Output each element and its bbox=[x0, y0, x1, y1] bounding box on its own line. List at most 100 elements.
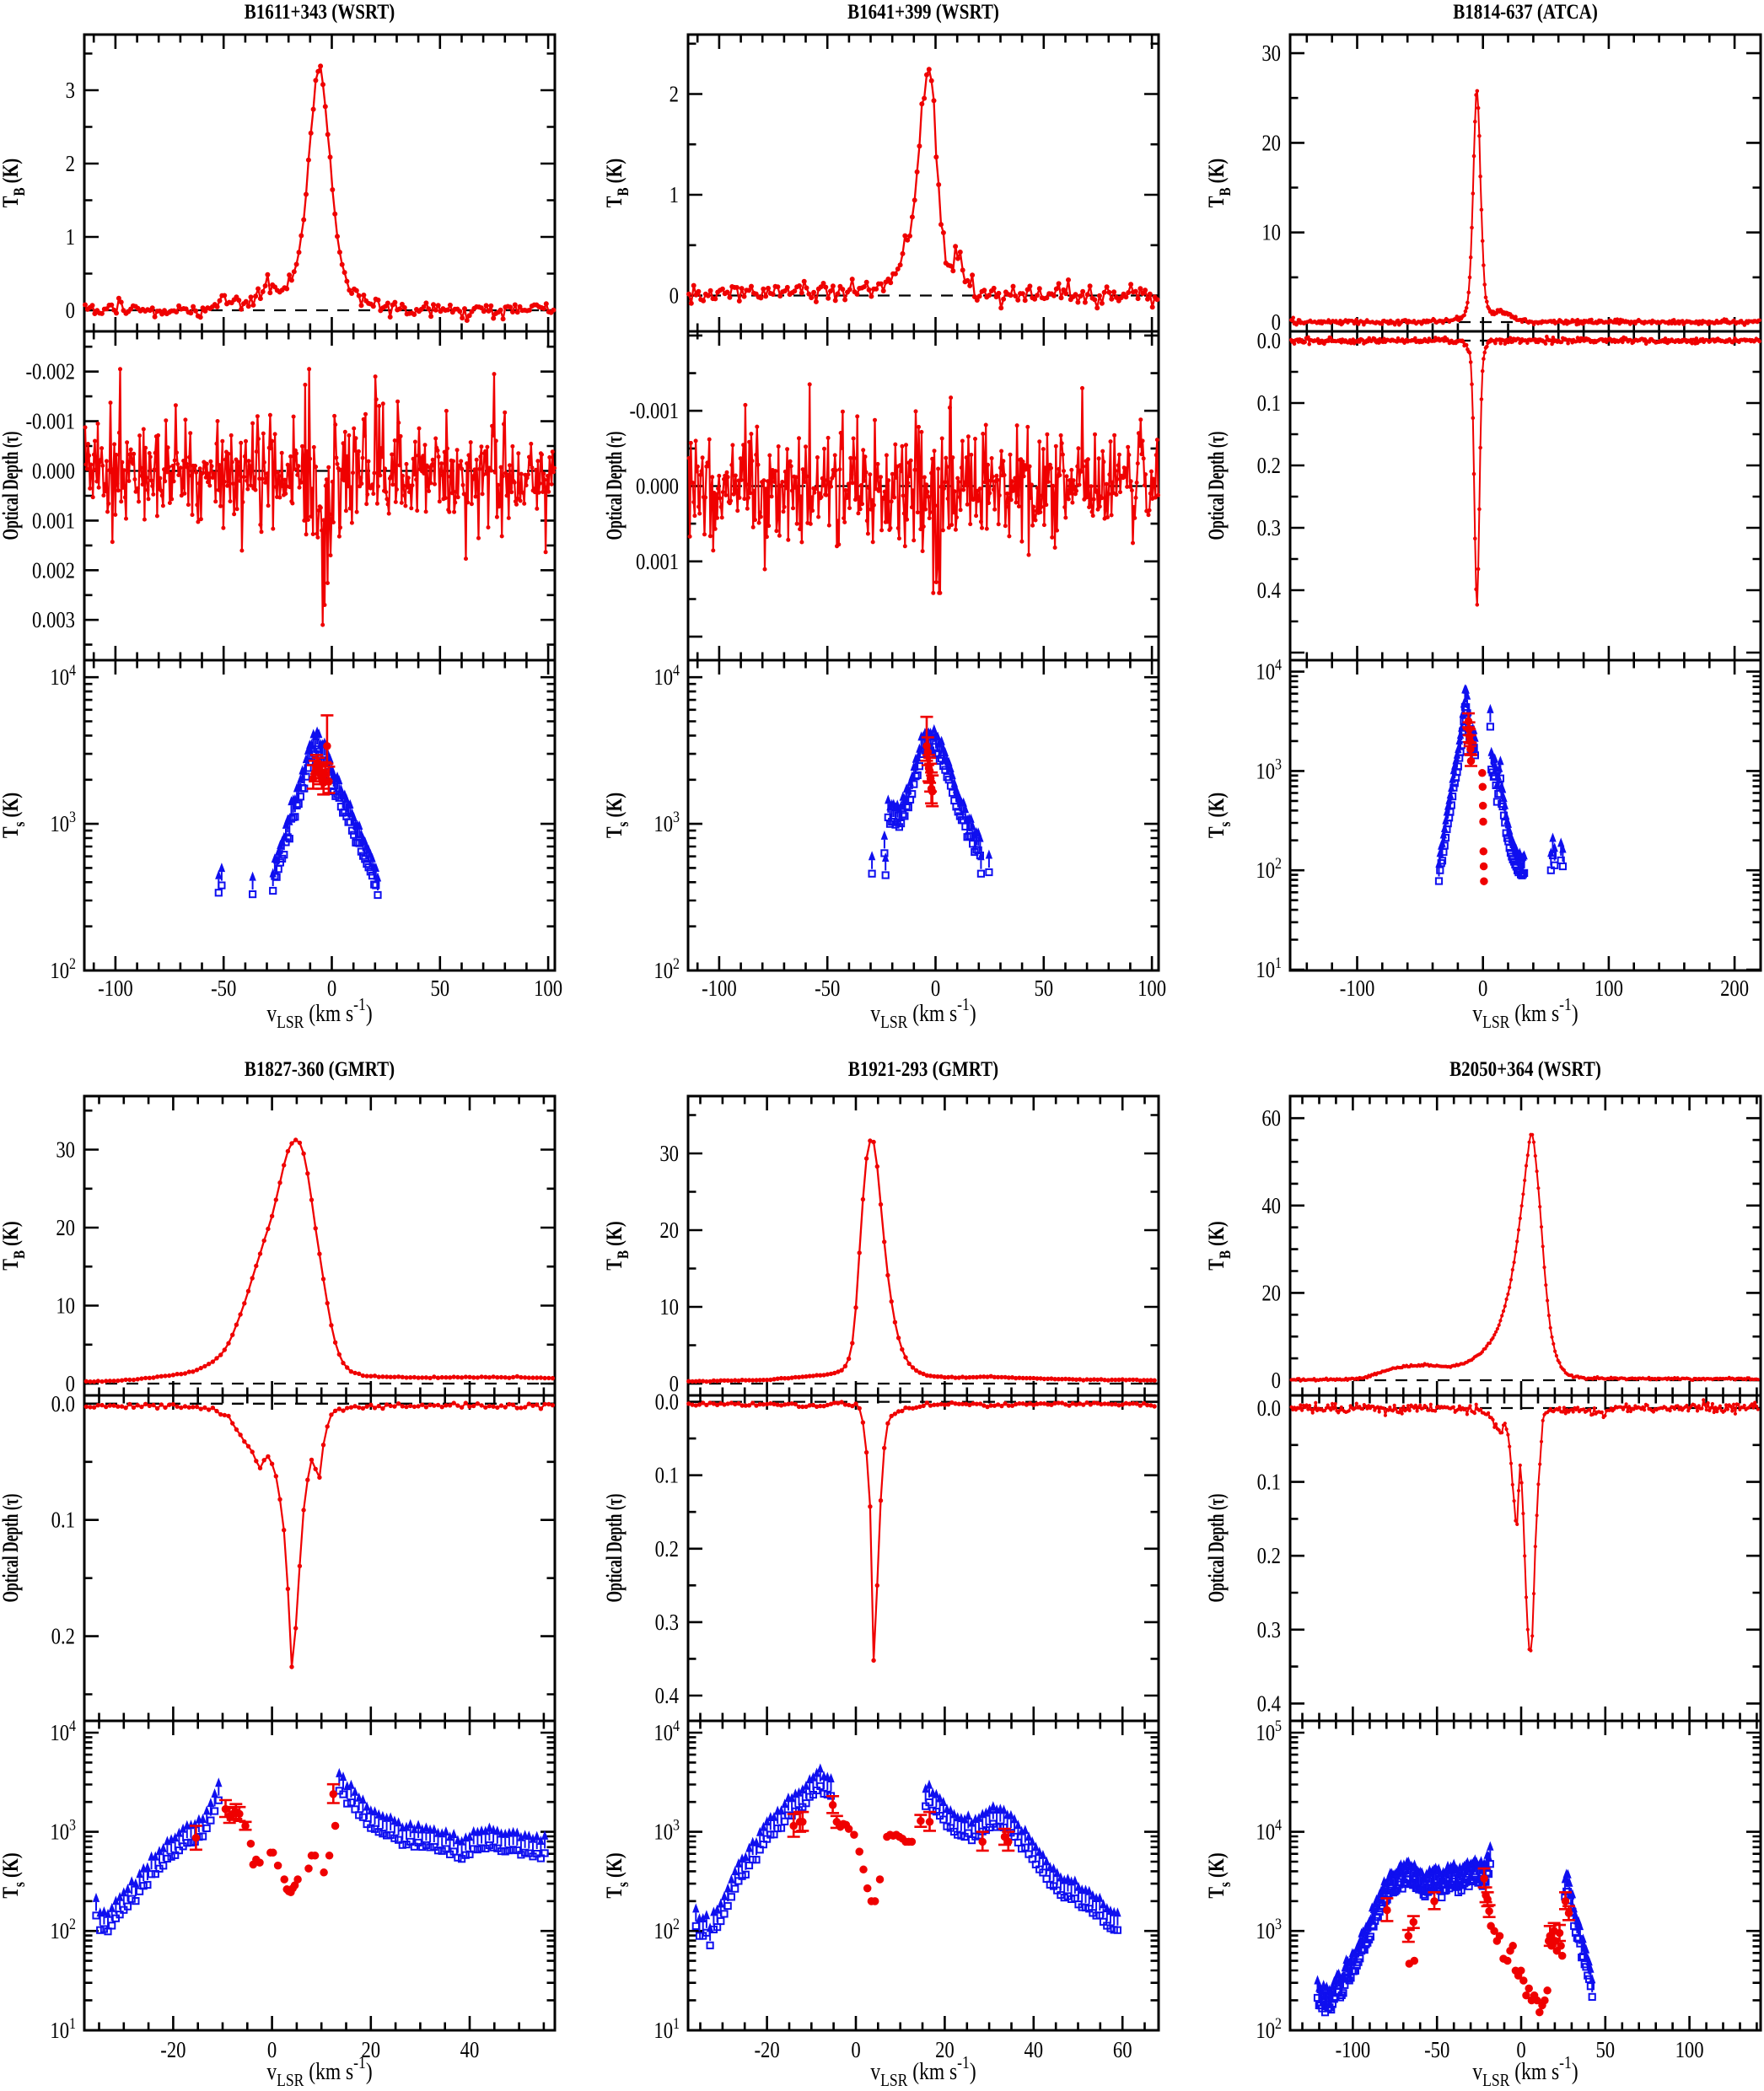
svg-text:20: 20 bbox=[1261, 1282, 1281, 1306]
svg-text:TB (K): TB (K) bbox=[603, 159, 632, 207]
svg-text:0: 0 bbox=[670, 1372, 679, 1396]
svg-text:102: 102 bbox=[1256, 2013, 1282, 2043]
svg-text:40: 40 bbox=[1261, 1194, 1281, 1218]
svg-text:-50: -50 bbox=[815, 976, 840, 1001]
svg-text:103: 103 bbox=[653, 808, 680, 837]
svg-text:0.1: 0.1 bbox=[1257, 1470, 1281, 1495]
svg-text:100: 100 bbox=[1137, 976, 1166, 1001]
svg-text:102: 102 bbox=[653, 954, 680, 984]
svg-text:TB (K): TB (K) bbox=[0, 1221, 28, 1270]
svg-text:0: 0 bbox=[851, 2038, 860, 2062]
svg-text:103: 103 bbox=[1256, 755, 1282, 784]
svg-text:vLSR (km s-1): vLSR (km s-1) bbox=[1472, 2054, 1578, 2087]
svg-text:vLSR (km s-1): vLSR (km s-1) bbox=[1472, 996, 1578, 1033]
svg-text:TB (K): TB (K) bbox=[1205, 159, 1234, 207]
svg-text:Ts (K): Ts (K) bbox=[603, 793, 632, 838]
svg-text:-50: -50 bbox=[1424, 2038, 1449, 2062]
svg-text:vLSR (km s-1): vLSR (km s-1) bbox=[870, 2054, 976, 2087]
svg-text:20: 20 bbox=[1261, 132, 1281, 156]
svg-text:vLSR (km s-1): vLSR (km s-1) bbox=[266, 996, 372, 1033]
svg-text:Optical Depth (τ): Optical Depth (τ) bbox=[1204, 1494, 1229, 1603]
svg-text:0.4: 0.4 bbox=[655, 1684, 680, 1708]
svg-text:-100: -100 bbox=[702, 976, 737, 1001]
svg-text:Ts (K): Ts (K) bbox=[603, 1852, 632, 1898]
svg-text:0.001: 0.001 bbox=[636, 550, 679, 574]
svg-text:30: 30 bbox=[1261, 41, 1281, 66]
svg-text:B1827-360 (GMRT): B1827-360 (GMRT) bbox=[245, 1056, 395, 1080]
svg-text:102: 102 bbox=[653, 1915, 680, 1944]
svg-text:40: 40 bbox=[460, 2038, 480, 2062]
svg-text:TB (K): TB (K) bbox=[603, 1221, 632, 1270]
svg-text:40: 40 bbox=[1024, 2038, 1043, 2062]
svg-text:104: 104 bbox=[50, 1717, 76, 1746]
svg-text:0.0: 0.0 bbox=[655, 1390, 679, 1415]
svg-text:-100: -100 bbox=[98, 976, 133, 1001]
svg-text:0.2: 0.2 bbox=[1257, 1544, 1281, 1568]
svg-text:Ts (K): Ts (K) bbox=[0, 1852, 28, 1898]
svg-text:0.002: 0.002 bbox=[32, 559, 75, 583]
svg-text:0: 0 bbox=[1272, 1368, 1281, 1393]
svg-text:B2050+364 (WSRT): B2050+364 (WSRT) bbox=[1449, 1056, 1601, 1080]
svg-text:200: 200 bbox=[1720, 976, 1749, 1001]
svg-text:60: 60 bbox=[1113, 2038, 1132, 2062]
svg-text:-0.001: -0.001 bbox=[629, 399, 679, 423]
svg-text:103: 103 bbox=[653, 1815, 680, 1845]
svg-text:102: 102 bbox=[50, 954, 76, 984]
svg-text:Optical Depth (τ): Optical Depth (τ) bbox=[0, 432, 23, 540]
svg-text:0.000: 0.000 bbox=[32, 460, 75, 484]
svg-text:-20: -20 bbox=[754, 2038, 779, 2062]
svg-text:20: 20 bbox=[361, 2038, 380, 2062]
svg-text:0: 0 bbox=[66, 298, 75, 323]
svg-text:105: 105 bbox=[1256, 1717, 1282, 1746]
svg-text:0: 0 bbox=[267, 2038, 277, 2062]
svg-text:10: 10 bbox=[56, 1294, 75, 1319]
svg-text:B1814-637 (ATCA): B1814-637 (ATCA) bbox=[1453, 0, 1598, 23]
svg-text:-20: -20 bbox=[160, 2038, 186, 2062]
svg-text:0.0: 0.0 bbox=[1257, 329, 1281, 353]
svg-text:0: 0 bbox=[931, 976, 940, 1001]
svg-text:60: 60 bbox=[1261, 1106, 1281, 1131]
svg-text:0.0: 0.0 bbox=[1257, 1396, 1281, 1421]
svg-text:0: 0 bbox=[327, 976, 336, 1001]
svg-text:0.001: 0.001 bbox=[32, 509, 75, 534]
svg-text:0: 0 bbox=[1272, 310, 1281, 335]
svg-text:104: 104 bbox=[653, 661, 680, 691]
svg-text:0.000: 0.000 bbox=[636, 475, 679, 499]
svg-text:0.4: 0.4 bbox=[1257, 578, 1282, 603]
svg-text:101: 101 bbox=[50, 2013, 76, 2043]
svg-text:0.3: 0.3 bbox=[655, 1610, 679, 1635]
svg-text:B1611+343 (WSRT): B1611+343 (WSRT) bbox=[245, 0, 395, 23]
svg-text:-50: -50 bbox=[211, 976, 236, 1001]
svg-text:vLSR (km s-1): vLSR (km s-1) bbox=[870, 996, 976, 1033]
svg-text:104: 104 bbox=[653, 1717, 680, 1746]
svg-text:-100: -100 bbox=[1336, 2038, 1371, 2062]
svg-text:101: 101 bbox=[1256, 954, 1282, 983]
svg-text:20: 20 bbox=[56, 1216, 75, 1240]
svg-text:0.1: 0.1 bbox=[655, 1464, 679, 1488]
svg-text:2: 2 bbox=[66, 152, 75, 176]
svg-text:Ts (K): Ts (K) bbox=[1205, 793, 1234, 838]
svg-text:Optical Depth (τ): Optical Depth (τ) bbox=[1204, 432, 1229, 540]
svg-text:TB (K): TB (K) bbox=[0, 159, 28, 207]
svg-text:0: 0 bbox=[1516, 2038, 1525, 2062]
svg-text:Optical Depth (τ): Optical Depth (τ) bbox=[602, 1494, 627, 1603]
svg-text:TB (K): TB (K) bbox=[1205, 1221, 1234, 1270]
svg-text:vLSR (km s-1): vLSR (km s-1) bbox=[266, 2054, 372, 2087]
svg-text:20: 20 bbox=[935, 2038, 955, 2062]
svg-text:20: 20 bbox=[659, 1218, 679, 1243]
svg-text:3: 3 bbox=[66, 78, 75, 103]
svg-text:30: 30 bbox=[56, 1138, 75, 1163]
svg-text:0.2: 0.2 bbox=[655, 1537, 679, 1562]
svg-text:2: 2 bbox=[670, 83, 679, 107]
svg-text:B1641+399 (WSRT): B1641+399 (WSRT) bbox=[847, 0, 999, 23]
svg-text:103: 103 bbox=[50, 808, 76, 837]
svg-text:104: 104 bbox=[50, 661, 76, 691]
svg-text:0.3: 0.3 bbox=[1257, 1618, 1281, 1642]
svg-text:1: 1 bbox=[670, 183, 679, 207]
svg-text:B1921-293 (GMRT): B1921-293 (GMRT) bbox=[848, 1056, 998, 1080]
svg-text:10: 10 bbox=[659, 1295, 679, 1320]
svg-text:102: 102 bbox=[50, 1915, 76, 1944]
svg-text:0: 0 bbox=[670, 284, 679, 309]
svg-text:-0.002: -0.002 bbox=[25, 360, 75, 384]
svg-text:10: 10 bbox=[1261, 221, 1281, 245]
